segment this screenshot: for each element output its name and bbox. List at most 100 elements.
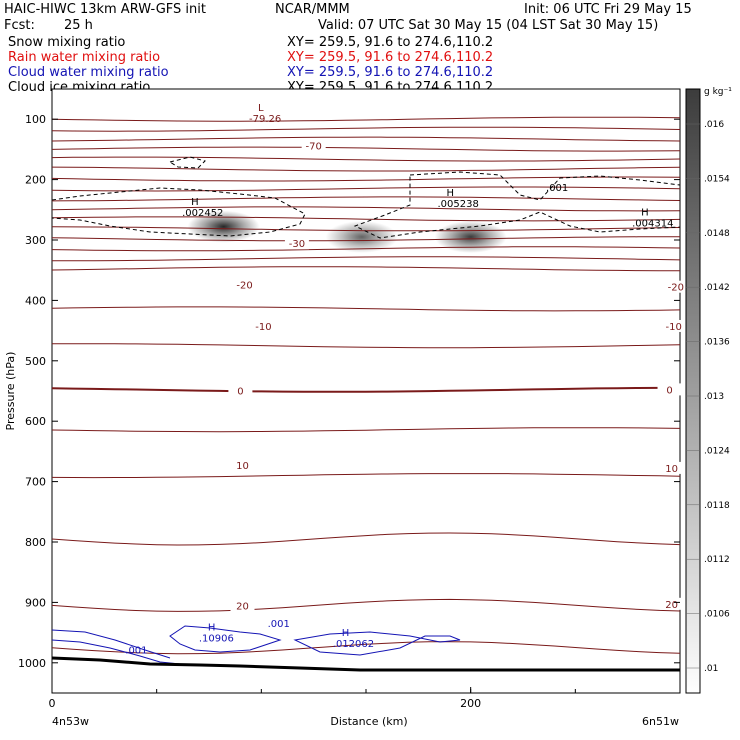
x-tick-label-0: 0 — [49, 697, 56, 710]
colorbar-label-10: .016 — [704, 120, 724, 130]
extremum-kind-0: L — [258, 103, 264, 114]
extremum-value-1: .002452 — [182, 208, 223, 219]
surface-ground-line — [51, 656, 680, 672]
cloud-water-contour-mid — [169, 625, 282, 653]
temperature-label-0: -70 — [305, 141, 321, 152]
temperature-label-4: -10 — [255, 322, 271, 333]
cloud-ice-contour-small — [168, 156, 206, 169]
temperature-contour-2 — [52, 136, 680, 142]
cloud-water-contour-east — [293, 631, 461, 656]
temperature-contour-0 — [52, 116, 680, 122]
temperature-contour-17 — [52, 343, 680, 349]
y-axis-title: Pressure (hPa) — [4, 352, 17, 431]
temperature-contour-15 — [52, 266, 680, 272]
cloud-ice-contour-east — [353, 171, 680, 239]
temperature-contour-12 — [52, 236, 680, 242]
temperature-label-bg-2 — [232, 278, 257, 291]
extremum-kind-2: H — [446, 188, 454, 199]
temperature-label-bg-9 — [659, 461, 684, 474]
colorbar-label-3: .0118 — [704, 501, 730, 511]
snow-shading — [187, 210, 507, 253]
colorbar-label-4: .0124 — [704, 446, 730, 456]
colorbar-label-6: .0136 — [704, 338, 730, 348]
cloud-water-contours — [52, 625, 461, 665]
temperature-contour-20 — [52, 473, 680, 479]
model-title: HAIC-HIWC 13km ARW-GFS init — [4, 2, 206, 17]
x-left-location: 4n53w — [52, 715, 89, 728]
colorbar-unit: g kg⁻¹ — [704, 87, 732, 97]
cloud-ice-contours — [52, 156, 680, 239]
extremum-value-2: .005238 — [437, 199, 478, 210]
y-tick-label-8: 900 — [25, 596, 46, 609]
temperature-label-bg-11 — [659, 597, 684, 610]
temperature-label-bg-5 — [661, 319, 686, 332]
extremum-kind-5: H — [342, 628, 350, 639]
init-time: Init: 06 UTC Fri 29 May 15 — [524, 2, 692, 17]
cloud-water-label-0: .001 — [125, 646, 147, 657]
field-rain-name: Rain water mixing ratio — [8, 50, 161, 65]
extremum-kind-3: H — [641, 208, 649, 219]
colorbar — [685, 88, 701, 694]
x-axis-title: Distance (km) — [330, 715, 407, 728]
y-tick-label-2: 300 — [25, 234, 46, 247]
x-right-location: 6n51w — [642, 715, 679, 728]
y-tick-label-3: 400 — [25, 294, 46, 307]
temperature-contour-5 — [52, 166, 680, 172]
temperature-label-bg-8 — [230, 458, 255, 471]
cloud-water-label-1: .001 — [268, 619, 290, 630]
temperature-label-7: 0 — [666, 385, 672, 396]
valid-time: Valid: 07 UTC Sat 30 May 15 (04 LST Sat … — [318, 18, 659, 33]
temperature-contour-14 — [52, 256, 680, 262]
y-tick-label-0: 100 — [25, 113, 46, 126]
y-tick-label-5: 600 — [25, 415, 46, 428]
extremum-value-0: -79.26 — [249, 114, 281, 125]
temperature-label-2: -20 — [236, 280, 252, 291]
extremum-kind-1: H — [191, 197, 199, 208]
temperature-label-1: -30 — [289, 239, 305, 250]
temperature-contour-1 — [52, 126, 680, 132]
snow-maximum-2 — [434, 220, 507, 253]
extremum-kind-4: H — [208, 623, 216, 634]
cloud-water-contour-upper — [52, 629, 171, 659]
temperature-contour-19 — [52, 427, 680, 433]
forecast-label: Fcst: — [4, 18, 35, 33]
colorbar-label-8: .0148 — [704, 229, 730, 239]
temperature-contour-9 — [52, 206, 680, 212]
colorbar-label-0: .01 — [704, 664, 718, 674]
temperature-contour-11 — [52, 226, 680, 232]
colorbar-label-9: .0154 — [704, 174, 730, 184]
temperature-label-5: -10 — [666, 322, 682, 333]
y-tick-label-4: 500 — [25, 355, 46, 368]
colorbar-label-7: .0142 — [704, 283, 730, 293]
temperature-label-9: 10 — [665, 464, 678, 475]
temperature-label-11: 20 — [665, 600, 678, 611]
cloud-ice-label-0: .001 — [546, 183, 568, 194]
temperature-label-bg-3 — [663, 280, 688, 293]
temperature-contour-3 — [52, 146, 680, 152]
temperature-label-bg-7 — [657, 383, 682, 396]
temperature-label-6: 0 — [237, 387, 243, 398]
field-cloudwater-name: Cloud water mixing ratio — [8, 65, 169, 80]
x-tick-label-1: 200 — [460, 697, 481, 710]
y-tick-label-1: 200 — [25, 174, 46, 187]
temperature-label-bg-1 — [284, 237, 309, 250]
snow-maximum-1 — [325, 220, 398, 253]
temperature-contour-21 — [52, 532, 680, 546]
field-cloudwater-xy: XY= 259.5, 91.6 to 274.6,110.2 — [287, 65, 494, 80]
y-tick-label-6: 700 — [25, 476, 46, 489]
temperature-contour-18 — [52, 386, 680, 393]
temperature-label-3: -20 — [668, 283, 684, 294]
temperature-label-8: 10 — [236, 461, 249, 472]
y-tick-label-7: 800 — [25, 536, 46, 549]
colorbar-labels: .01 .0106 .0112 .0118 .0124 .013 .0136 .0142 .01… — [686, 120, 730, 674]
temperature-label-bg-0 — [301, 139, 326, 152]
colorbar-label-5: .013 — [704, 392, 724, 402]
temperature-contour-8 — [52, 196, 680, 202]
forecast-hours: 25 h — [64, 18, 93, 33]
colorbar-label-2: .0112 — [704, 555, 730, 565]
y-tick-label-9: 1000 — [18, 657, 46, 670]
temperature-contours — [52, 116, 680, 655]
